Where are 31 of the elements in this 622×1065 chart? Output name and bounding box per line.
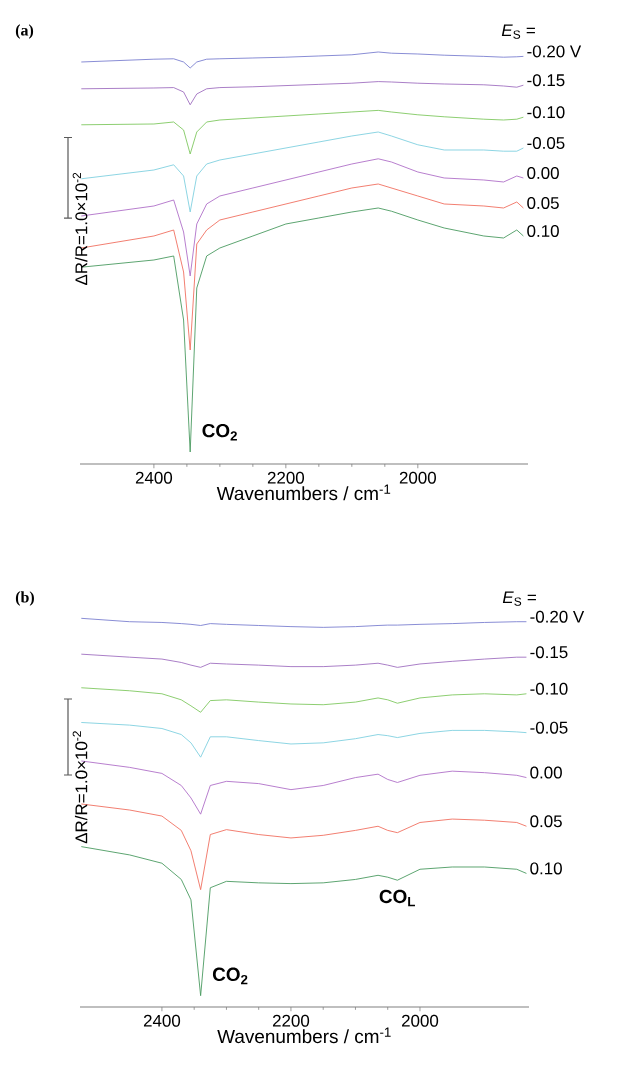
series-label: -0.10 [530, 682, 568, 695]
legend-title: E$_{S}$ = [502, 591, 536, 606]
series-label: -0.20 V [527, 45, 582, 58]
series-label: -0.10 [527, 106, 565, 119]
series-label: 0.05 [530, 815, 562, 828]
x-tick-label: 2200 [267, 471, 305, 484]
series-label: -0.20 V [530, 610, 585, 623]
y-axis-title: ΔR/R=1.0×10$^{-2}$ [72, 172, 88, 285]
annotation: CO$_{2}$ [202, 423, 237, 441]
chart-title: (a) [15, 24, 34, 39]
x-axis-title: Wavenumbers / cm$^{-1}$ [217, 1027, 391, 1044]
x-axis-title: Wavenumbers / cm$^{-1}$ [216, 484, 391, 501]
series-label: 0.10 [527, 224, 559, 237]
x-tick-label: 2200 [272, 1014, 310, 1027]
x-tick-label: 2400 [135, 471, 173, 484]
chart-title: (b) [15, 591, 34, 606]
series-label: -0.15 [530, 646, 568, 659]
annotation: CO$_{2}$ [212, 967, 248, 985]
series-label: 0.00 [530, 766, 562, 779]
series-label: -0.05 [530, 721, 568, 734]
series-label: -0.15 [527, 74, 565, 87]
series-label: -0.05 [527, 136, 565, 149]
x-tick-label: 2400 [143, 1014, 181, 1027]
series-label: 0.05 [527, 196, 559, 209]
x-tick-label: 2000 [399, 471, 436, 484]
series-label: 0.00 [527, 166, 559, 179]
series-label: 0.10 [530, 862, 562, 875]
annotation: CO$_{L}$ [379, 889, 415, 907]
legend-title: E$_{S}$ = [501, 24, 535, 39]
x-tick-label: 2000 [402, 1014, 439, 1027]
y-axis-title: ΔR/R=1.0×10$^{-2}$ [72, 731, 88, 844]
